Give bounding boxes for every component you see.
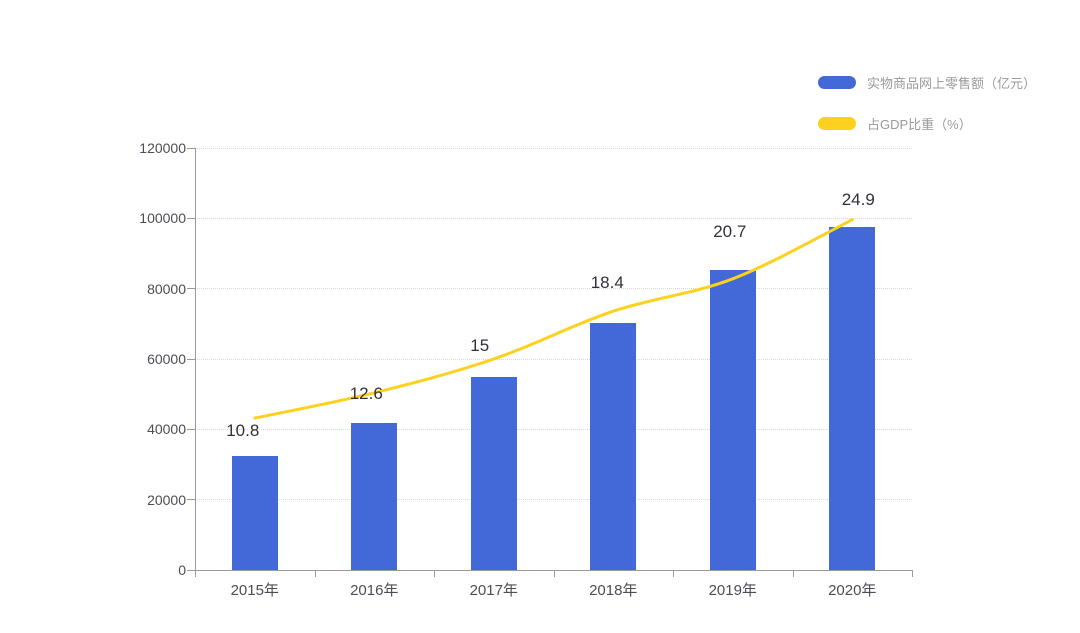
x-axis-tick-label: 2016年: [350, 582, 399, 599]
legend-item-gdp-share[interactable]: 占GDP比重（%）: [818, 114, 1036, 133]
legend-bar-marker-icon: [818, 76, 856, 89]
y-axis-tick-label: 0: [178, 562, 186, 578]
gridline: [195, 217, 912, 219]
line-point-label-2015年: 10.8: [226, 421, 260, 441]
x-axis-tick-label: 2015年: [230, 582, 279, 599]
x-axis-tick: [434, 571, 435, 577]
gridline: [195, 428, 912, 430]
bar-2016年: [351, 422, 398, 570]
bar-2018年: [590, 323, 637, 570]
gridline: [195, 147, 912, 149]
y-axis-tick: [187, 217, 195, 219]
y-axis-tick-label: 80000: [147, 280, 186, 297]
y-axis-tick-label: 40000: [147, 421, 186, 438]
line-point-label-2017年: 15: [470, 336, 490, 355]
y-axis-tick: [187, 358, 195, 360]
x-axis-tick-label: 2019年: [708, 582, 757, 599]
bar-2017年: [470, 377, 517, 570]
gridline: [195, 499, 912, 501]
x-axis-tick: [912, 571, 913, 577]
bar-2019年: [709, 270, 756, 570]
gridline: [195, 358, 912, 360]
line-point-label-2020年: 24.9: [841, 189, 875, 209]
y-axis-tick: [187, 147, 195, 149]
y-axis-tick-label: 120000: [139, 140, 186, 156]
x-axis-tick: [673, 571, 674, 577]
x-axis-line: [195, 570, 913, 571]
x-axis-tick: [195, 571, 196, 577]
line-point-label-2018年: 18.4: [590, 273, 624, 293]
chart-legend: 实物商品网上零售额（亿元） 占GDP比重（%）: [818, 73, 1036, 133]
bar-2015年: [231, 456, 278, 570]
bar-2020年: [829, 226, 876, 570]
y-axis-line: [195, 148, 196, 570]
x-axis-tick-label: 2018年: [589, 582, 638, 599]
gridline: [195, 288, 912, 290]
legend-label-retail-sales: 实物商品网上零售额（亿元）: [867, 76, 1037, 91]
x-axis-tick: [553, 571, 555, 577]
x-axis-tick: [314, 571, 316, 577]
y-axis-tick-label: 60000: [147, 351, 186, 367]
y-axis-tick: [187, 428, 195, 430]
line-point-label-2019年: 20.7: [713, 221, 747, 241]
legend-item-retail-sales[interactable]: 实物商品网上零售额（亿元）: [818, 73, 1036, 92]
y-axis-tick: [187, 569, 195, 571]
x-axis-tick: [792, 571, 794, 577]
legend-label-gdp-share: 占GDP比重（%）: [867, 117, 972, 132]
x-axis-tick-label: 2020年: [828, 582, 877, 599]
y-axis-tick-label: 100000: [139, 210, 186, 227]
y-axis-tick: [187, 288, 195, 290]
x-axis-tick-label: 2017年: [469, 582, 518, 599]
y-axis-tick-label: 20000: [147, 491, 186, 508]
line-point-label-2016年: 12.6: [349, 383, 383, 403]
y-axis-tick: [187, 499, 195, 501]
legend-line-marker-icon: [818, 117, 856, 130]
